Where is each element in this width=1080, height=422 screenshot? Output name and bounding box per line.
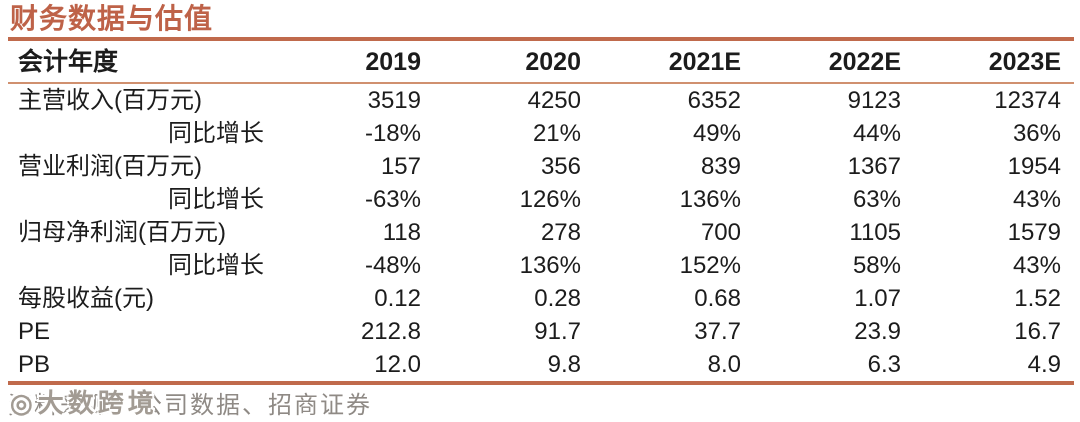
column-header-2020: 2020 (434, 39, 594, 84)
source-text: 资料来源：公司数据、招商证券 (8, 392, 372, 419)
row-label: 每股收益(元) (18, 285, 154, 312)
row-operating-profit-yoy: 同比增长 -63% 126% 136% 63% 43% (8, 183, 1074, 216)
cell-value: 1367 (847, 153, 901, 180)
column-header-fiscal-year: 会计年度 (8, 39, 274, 84)
row-label: 同比增长 (168, 252, 264, 279)
row-label: 归母净利润(百万元) (18, 219, 226, 246)
row-label: PE (18, 318, 51, 345)
row-net-profit-yoy: 同比增长 -48% 136% 152% 58% 43% (8, 249, 1074, 282)
cell-value: 0.68 (694, 285, 741, 312)
cell-value: 212.8 (360, 318, 421, 345)
row-pb: PB 12.0 9.8 8.0 6.3 4.9 (8, 348, 1074, 385)
watermark-logo-icon: ◎ (10, 388, 37, 418)
cell-value: -48% (364, 252, 421, 279)
cell-value: 49% (692, 120, 741, 147)
cell-value: 8.0 (594, 348, 754, 385)
cell-value: 63% (852, 186, 901, 213)
report-snippet: 财务数据与估值 会计年度 2019 2020 2021E 2022E 2023E… (0, 4, 1080, 422)
cell-value: 1.07 (854, 285, 901, 312)
cell-value: 356 (540, 153, 581, 180)
cell-value: 36% (1012, 120, 1061, 147)
cell-value: 6352 (687, 87, 741, 114)
cell-value: 4.9 (914, 348, 1074, 385)
row-label: PB (8, 348, 274, 385)
page-title: 财务数据与估值 (10, 3, 214, 34)
row-label: 同比增长 (168, 186, 264, 213)
cell-value: 118 (382, 219, 421, 246)
row-net-profit: 归母净利润(百万元) 118 278 700 1105 1579 (8, 216, 1074, 249)
cell-value: 1579 (1007, 219, 1061, 246)
financial-valuation-table: 会计年度 2019 2020 2021E 2022E 2023E 主营收入(百万… (8, 37, 1074, 385)
watermark-text: 大数跨境 (37, 388, 158, 418)
cell-value: -18% (364, 120, 421, 147)
row-revenue: 主营收入(百万元) 3519 4250 6352 9123 12374 (8, 83, 1074, 117)
cell-value: -63% (364, 186, 421, 213)
row-label: 同比增长 (168, 120, 264, 147)
cell-value: 43% (1012, 186, 1061, 213)
watermark: ◎大数跨境 (10, 388, 158, 418)
cell-value: 12.0 (274, 348, 434, 385)
source-note: 资料来源：公司数据、招商证券 ◎大数跨境 (8, 388, 1080, 421)
cell-value: 9.8 (434, 348, 594, 385)
cell-value: 6.3 (754, 348, 914, 385)
row-eps: 每股收益(元) 0.12 0.28 0.68 1.07 1.52 (8, 282, 1074, 315)
cell-value: 21% (532, 120, 581, 147)
cell-value: 23.9 (854, 318, 901, 345)
cell-value: 43% (1012, 252, 1061, 279)
cell-value: 12374 (994, 87, 1061, 114)
cell-value: 16.7 (1014, 318, 1061, 345)
cell-value: 700 (700, 219, 741, 246)
cell-value: 1.52 (1014, 285, 1061, 312)
column-header-2023e: 2023E (914, 39, 1074, 84)
cell-value: 37.7 (694, 318, 741, 345)
cell-value: 136% (519, 252, 581, 279)
row-label: 主营收入(百万元) (18, 87, 202, 114)
cell-value: 0.28 (534, 285, 581, 312)
cell-value: 3519 (367, 87, 421, 114)
cell-value: 4250 (527, 87, 581, 114)
cell-value: 91.7 (534, 318, 581, 345)
cell-value: 152% (679, 252, 741, 279)
row-label: 营业利润(百万元) (18, 153, 202, 180)
row-operating-profit: 营业利润(百万元) 157 356 839 1367 1954 (8, 150, 1074, 183)
cell-value: 136% (679, 186, 741, 213)
row-pe: PE 212.8 91.7 37.7 23.9 16.7 (8, 315, 1074, 348)
column-header-2021e: 2021E (594, 39, 754, 84)
cell-value: 1105 (849, 219, 901, 246)
cell-value: 58% (852, 252, 901, 279)
table-header-row: 会计年度 2019 2020 2021E 2022E 2023E (8, 39, 1074, 84)
cell-value: 44% (852, 120, 901, 147)
column-header-2019: 2019 (274, 39, 434, 84)
cell-value: 839 (700, 153, 741, 180)
cell-value: 1954 (1007, 153, 1061, 180)
cell-value: 126% (519, 186, 581, 213)
cell-value: 157 (380, 153, 421, 180)
cell-value: 9123 (847, 87, 901, 114)
cell-value: 0.12 (374, 285, 421, 312)
column-header-2022e: 2022E (754, 39, 914, 84)
cell-value: 278 (540, 219, 581, 246)
row-revenue-yoy: 同比增长 -18% 21% 49% 44% 36% (8, 117, 1074, 150)
